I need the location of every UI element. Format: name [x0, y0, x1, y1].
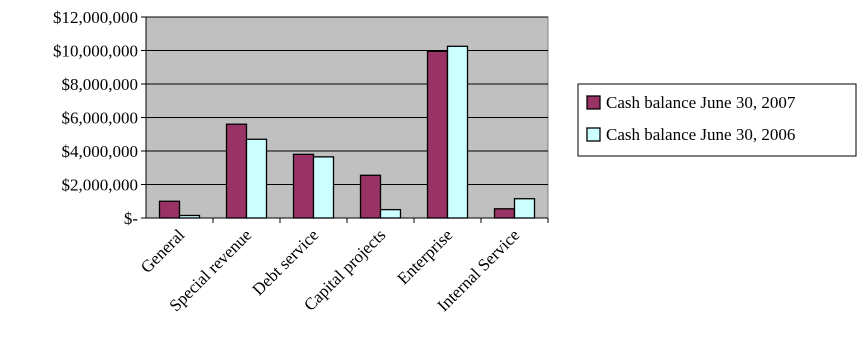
bar-2006-capital-projects: [379, 208, 402, 219]
bars-group: [158, 45, 536, 219]
bar-2007-special-revenue: [225, 123, 248, 219]
bar-2006-internal-service: [513, 198, 536, 219]
bar-2007-capital-projects: [359, 174, 382, 219]
legend-swatch: [586, 127, 601, 142]
bar-2006-special-revenue: [245, 138, 268, 219]
bar-2007-general: [158, 200, 181, 219]
y-tick-label: $-: [124, 209, 139, 228]
x-tick-label: General: [137, 225, 189, 277]
y-tick-label: $6,000,000: [62, 109, 139, 128]
bar-2007-internal-service: [493, 208, 516, 219]
legend-label: Cash balance June 30, 2007: [606, 93, 796, 112]
bar-2006-enterprise: [446, 45, 469, 219]
bar-2007-debt-service: [292, 153, 315, 219]
bar-2007-enterprise: [426, 50, 449, 219]
legend-box: [577, 83, 857, 157]
y-tick-label: $10,000,000: [53, 42, 138, 61]
y-tick-label: $2,000,000: [62, 176, 139, 195]
y-tick-label: $12,000,000: [53, 8, 138, 27]
gridlines: [146, 16, 548, 185]
x-tick-label: Debt service: [248, 225, 322, 299]
y-tick-label: $8,000,000: [62, 75, 139, 94]
y-tick-label: $4,000,000: [62, 142, 139, 161]
bar-2006-debt-service: [312, 156, 335, 219]
legend-swatch: [586, 95, 601, 110]
y-axis: $- $2,000,000 $4,000,000 $6,000,000 $8,000,0…: [53, 8, 147, 228]
x-tick-label: Enterprise: [393, 225, 456, 288]
legend-label: Cash balance June 30, 2006: [606, 125, 795, 144]
legend: Cash balance June 30, 2007 Cash balance J…: [577, 83, 857, 157]
